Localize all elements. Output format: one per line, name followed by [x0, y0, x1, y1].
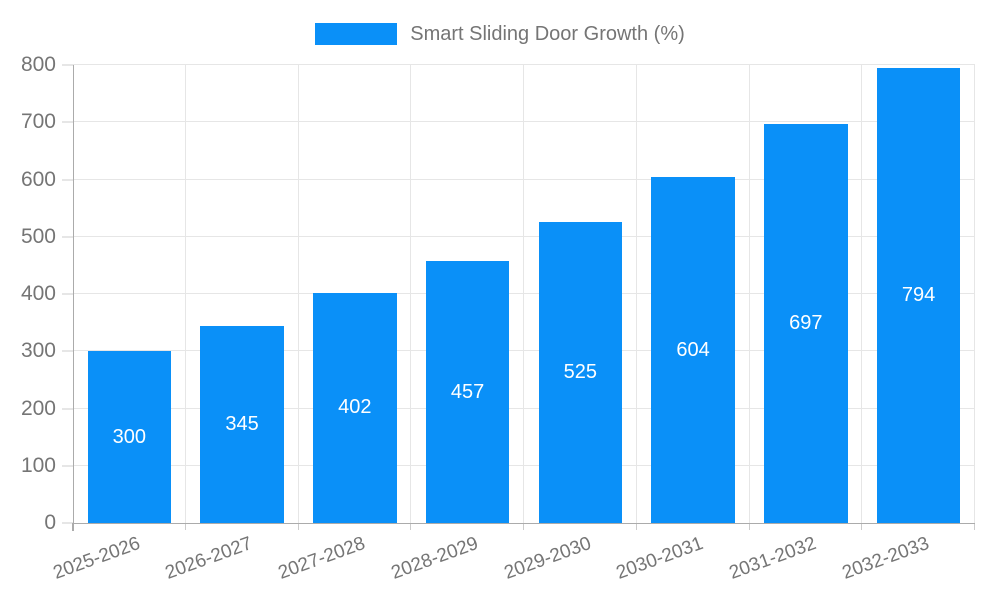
y-tick-mark-700 — [62, 121, 73, 123]
x-tick-label-2028-2029: 2028-2029 — [388, 533, 481, 584]
y-tick-label-800: 800 — [20, 53, 56, 76]
bar-value-label: 604 — [676, 338, 710, 361]
v-gridline-3 — [410, 65, 412, 523]
y-axis-tick-marks — [62, 64, 73, 524]
x-tick-mark-0 — [72, 523, 73, 531]
bar-value-label: 345 — [225, 412, 259, 435]
y-tick-label-600: 600 — [20, 167, 56, 191]
y-tick-label-700: 700 — [20, 110, 56, 134]
bar-value-label: 457 — [450, 380, 485, 403]
h-gridline-300 — [73, 350, 975, 352]
v-gridline-1 — [184, 65, 186, 523]
bar-value-label: 697 — [789, 311, 823, 334]
plot-area: 300 345 402 457 525 604 697 794 — [73, 64, 975, 523]
y-tick-label-400: 400 — [20, 282, 56, 305]
bar-2027-2028: 402 — [313, 292, 397, 523]
x-tick-label-2029-2030: 2029-2030 — [500, 533, 594, 584]
x-tick-mark-5 — [635, 523, 637, 530]
h-gridline-400 — [73, 293, 975, 294]
bar-2025-2026: 300 — [87, 351, 172, 523]
x-tick-mark-1 — [184, 523, 186, 530]
bar-2032-2033: 794 — [876, 68, 961, 523]
x-tick-label-2027-2028: 2027-2028 — [275, 533, 369, 584]
h-gridline-500 — [73, 235, 975, 237]
y-tick-mark-800 — [62, 64, 73, 66]
y-axis-line — [73, 65, 74, 531]
y-axis-labels: 0 100 200 300 400 500 600 700 800 — [0, 53, 56, 534]
y-tick-label-200: 200 — [20, 396, 56, 420]
x-tick-label-2032-2033: 2032-2033 — [839, 533, 932, 584]
bar-2031-2032: 697 — [764, 123, 848, 523]
v-gridline-6 — [748, 65, 750, 523]
x-axis-tick-marks — [72, 523, 975, 531]
h-gridline-200 — [73, 407, 975, 409]
x-axis-labels: 2025-2026 2026-2027 2027-2028 2028-2029 2029… — [50, 533, 975, 595]
x-tick-mark-8 — [974, 523, 975, 530]
y-tick-mark-400 — [62, 293, 73, 295]
y-tick-mark-500 — [62, 236, 73, 238]
bar-2028-2029: 457 — [425, 261, 510, 523]
chart-legend: Smart Sliding Door Growth (%) — [0, 20, 1000, 48]
v-gridline-2 — [297, 65, 299, 523]
y-tick-label-300: 300 — [20, 339, 56, 363]
legend-swatch-icon — [315, 23, 398, 45]
bar-value-label: 794 — [901, 284, 936, 307]
v-gridline-7 — [861, 65, 863, 523]
x-tick-mark-6 — [748, 523, 750, 530]
y-tick-label-0: 0 — [44, 511, 56, 534]
x-tick-label-2025-2026: 2025-2026 — [49, 533, 143, 584]
bar-value-label: 402 — [338, 396, 372, 419]
bar-2030-2031: 604 — [651, 177, 735, 523]
x-tick-label-2031-2032: 2031-2032 — [726, 533, 820, 584]
bar-value-label: 300 — [112, 425, 147, 448]
h-gridline-100 — [73, 464, 975, 466]
x-tick-mark-3 — [410, 523, 412, 530]
bar-value-label: 525 — [563, 361, 598, 384]
y-tick-mark-0 — [62, 522, 73, 524]
x-axis-line — [73, 523, 975, 524]
y-tick-mark-200 — [62, 408, 73, 409]
y-tick-mark-100 — [62, 465, 73, 467]
h-gridline-600 — [73, 178, 975, 180]
bar-2026-2027: 345 — [200, 325, 284, 523]
x-tick-mark-7 — [861, 523, 863, 530]
x-tick-mark-2 — [297, 523, 299, 530]
y-tick-mark-300 — [62, 350, 73, 352]
legend-label: Smart Sliding Door Growth (%) — [410, 22, 685, 45]
h-gridline-800 — [73, 64, 975, 65]
v-gridline-5 — [635, 65, 637, 523]
h-gridline-700 — [73, 121, 975, 123]
bar-2029-2030: 525 — [538, 222, 623, 523]
x-tick-label-2026-2027: 2026-2027 — [162, 533, 256, 584]
y-tick-label-500: 500 — [20, 224, 56, 248]
y-tick-mark-600 — [62, 179, 73, 180]
x-tick-mark-4 — [523, 523, 524, 530]
y-tick-label-100: 100 — [20, 453, 56, 477]
x-tick-label-2030-2031: 2030-2031 — [613, 533, 707, 584]
v-gridline-4 — [523, 65, 524, 523]
v-gridline-8 — [974, 65, 975, 523]
